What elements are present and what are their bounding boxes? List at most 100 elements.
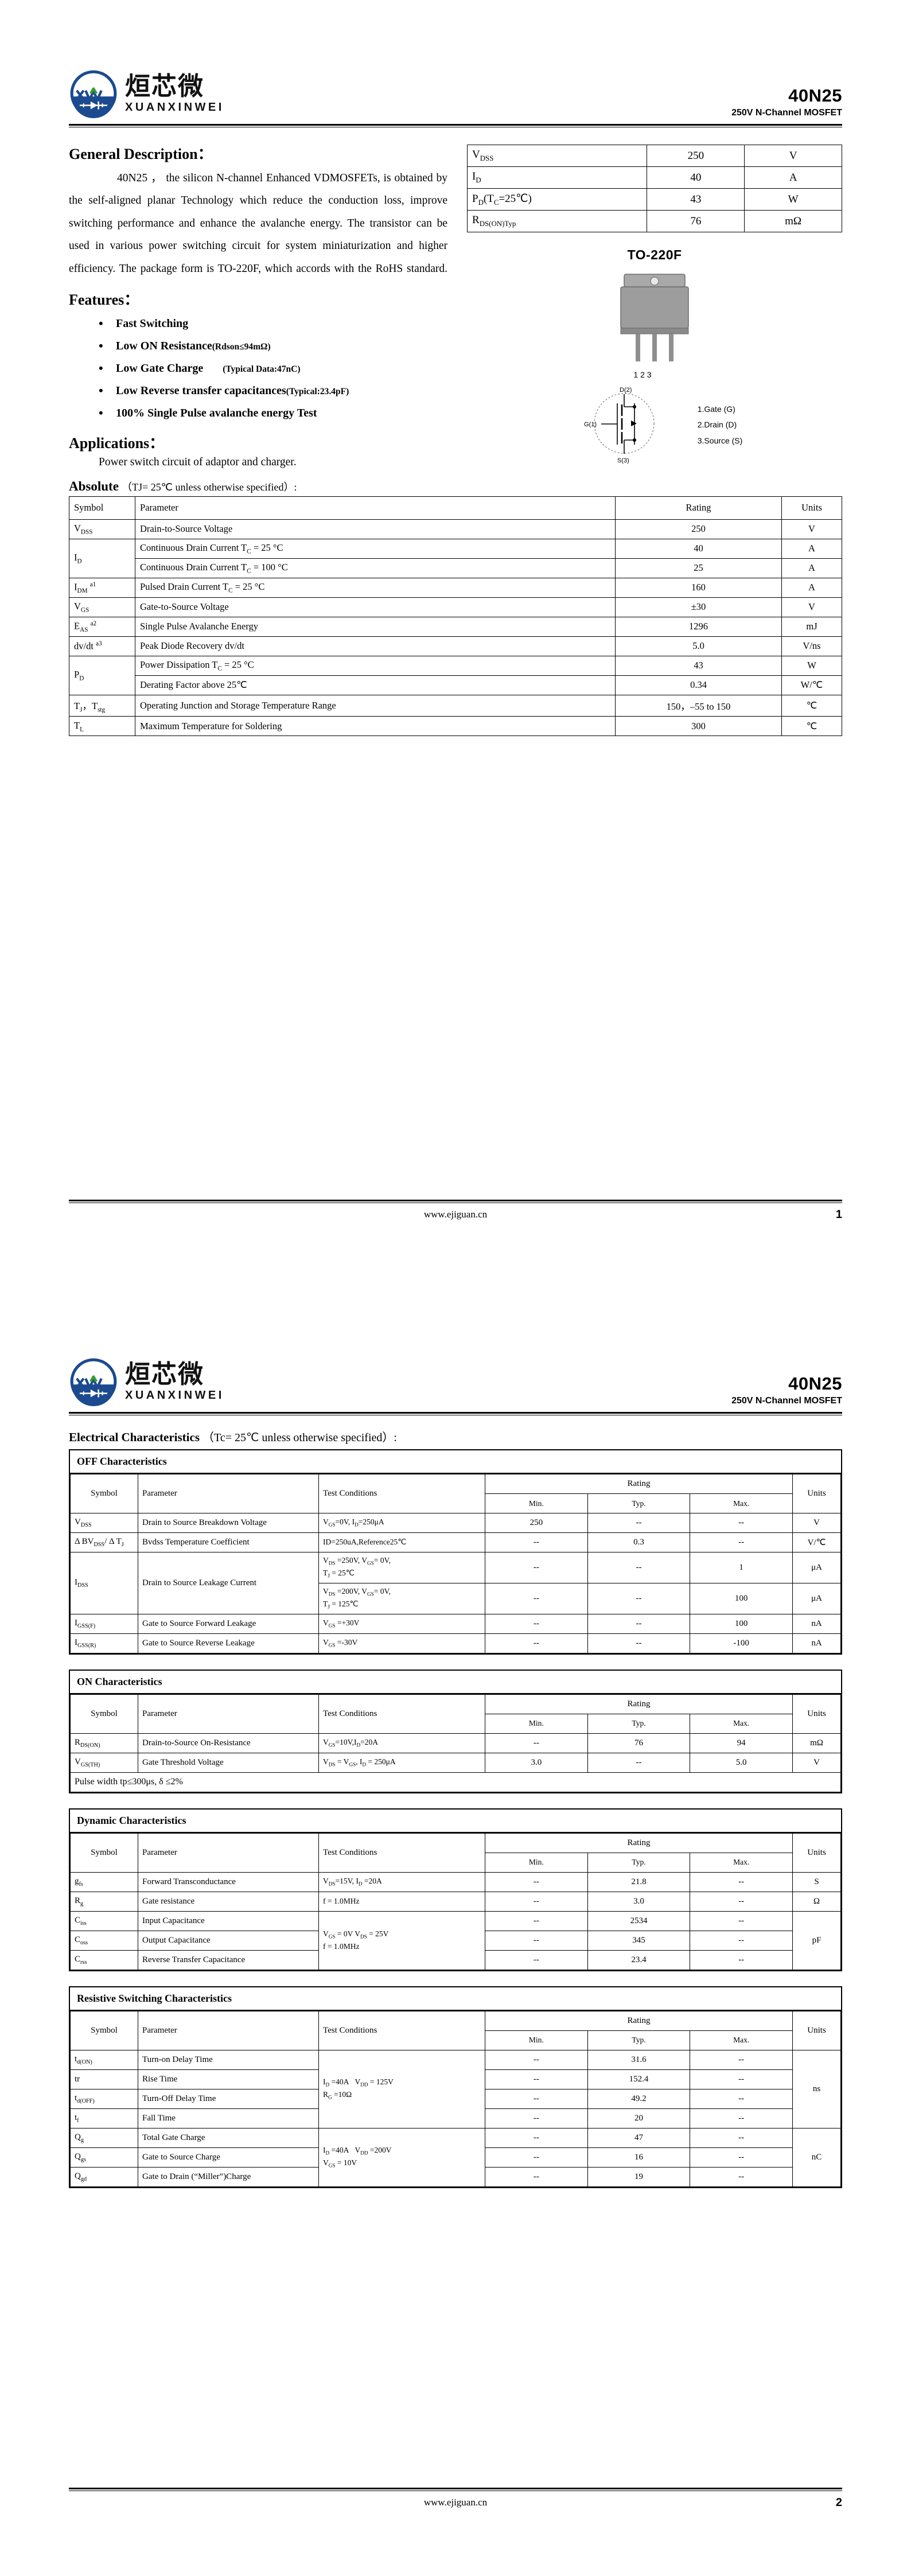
- col-header-symbol: Symbol: [70, 2010, 138, 2050]
- rsw-units-nc: nC: [792, 2127, 841, 2187]
- table-row: VDSS Drain-to-Source Voltage 250 V: [69, 519, 842, 539]
- col-header-rating: Rating: [485, 2010, 793, 2031]
- abs-param-dvdt: Peak Diode Recovery dv/dt: [135, 636, 616, 656]
- abs-units-vdss: V: [781, 519, 842, 539]
- table-row: Derating Factor above 25℃ 0.34 W/℃: [69, 675, 842, 695]
- summary-unit-vdss: V: [744, 145, 842, 167]
- summary-ratings-table: VDSS 250 V ID 40 A PD(TC=25℃) 43 W RDS(O…: [466, 145, 842, 232]
- brand-logo: 烜芯微 XUANXINWEI: [69, 1357, 224, 1406]
- col-header-typ: Typ.: [587, 1852, 691, 1873]
- table-header-subrow: Min. Typ. Max.: [71, 1852, 841, 1873]
- abs-param-tj: Operating Junction and Storage Temperatu…: [135, 694, 616, 717]
- feature-sub-2: (Typical Data:47nC): [223, 364, 301, 374]
- general-description-heading: General Description：: [69, 146, 213, 162]
- abs-symbol-idm: IDM a1: [69, 577, 135, 598]
- rsw-max-tf: --: [690, 2108, 793, 2128]
- table-row: Qgs Gate to Source Charge -- 16 --: [70, 2147, 841, 2168]
- rsw-max-tdoff: --: [690, 2088, 793, 2109]
- feature-main-3: Low Reverse transfer capacitances: [116, 384, 286, 397]
- dyn-units-caps: pF: [792, 1910, 841, 1970]
- off-min-vdss: 250: [485, 1513, 588, 1533]
- table-row: Qg Total Gate Charge ID =40A VDD =200V VG…: [70, 2127, 841, 2187]
- col-header-test-conditions: Test Conditions: [318, 1694, 485, 1734]
- electrical-condition: （Tc= 25℃ unless otherwise specified）:: [203, 1431, 397, 1444]
- abs-units-id-100: A: [781, 558, 842, 578]
- off-max-igssr: -100: [690, 1633, 793, 1653]
- abs-rating-id-100: 25: [615, 558, 782, 578]
- col-header-parameter: Parameter: [138, 1694, 319, 1734]
- rsw-typ-tf: 20: [587, 2108, 691, 2128]
- rsw-max-qgd: --: [690, 2166, 793, 2187]
- table-row: PD Power Dissipation TC = 25 °C 43 W: [69, 655, 842, 695]
- summary-symbol-pd: PD(TC=25℃): [466, 188, 648, 211]
- dyn-test-gfs: VDS=15V, ID =20A: [318, 1871, 485, 1892]
- table-row: gfs Forward Transconductance VDS=15V, ID…: [70, 1871, 841, 1892]
- dyn-max-crss: --: [690, 1949, 793, 1970]
- feature-main-4: 100% Single Pulse avalanche energy Test: [116, 406, 317, 419]
- feature-item-1: Low ON Resistance(Rdson≤94mΩ): [99, 334, 447, 359]
- feature-item-3: Low Reverse transfer capacitances(Typica…: [99, 379, 447, 403]
- feature-sub-1: (Rdson≤94mΩ): [212, 341, 271, 352]
- features-list: Fast Switching Low ON Resistance(Rdson≤9…: [69, 312, 447, 426]
- on-test-vgsth: VDS = VGS, ID = 250μA: [318, 1752, 485, 1773]
- rsw-max-qg: --: [690, 2127, 793, 2148]
- dyn-symbol-coss: Coss: [70, 1930, 138, 1951]
- applications-heading: Applications：: [69, 434, 165, 452]
- dyn-typ-rg: 3.0: [587, 1891, 691, 1912]
- part-subtitle: 250V N-Channel MOSFET: [731, 1396, 842, 1406]
- abs-rating-vgs: ±30: [615, 597, 782, 617]
- rsw-min-tf: --: [485, 2108, 588, 2128]
- table-row: Δ BVDSS/ Δ TJ Bvdss Temperature Coeffici…: [70, 1532, 841, 1552]
- dyn-param-crss: Reverse Transfer Capacitance: [138, 1949, 319, 1970]
- dyn-symbol-crss: Crss: [70, 1949, 138, 1970]
- table-row: Ciss Input Capacitance VGS = 0V VDS = 25…: [70, 1910, 841, 1970]
- summary-symbol-id: ID: [466, 166, 648, 189]
- dyn-param-rg: Gate resistance: [138, 1891, 319, 1912]
- dyn-units-gfs: S: [792, 1871, 841, 1892]
- col-header-test-conditions: Test Conditions: [318, 1832, 485, 1873]
- table-row: VGS(TH) Gate Threshold Voltage VDS = VGS…: [70, 1752, 841, 1773]
- off-typ-bvdss-tc: 0.3: [587, 1532, 691, 1552]
- off-symbol-idss: IDSS: [70, 1552, 138, 1614]
- abs-units-eas: mJ: [781, 616, 842, 637]
- abs-rating-derating: 0.34: [615, 675, 782, 695]
- off-typ-igssf: --: [587, 1613, 691, 1634]
- table-row: ID 40 A: [466, 166, 842, 189]
- abs-param-idm: Pulsed Drain Current TC = 25 °C: [135, 577, 616, 598]
- table-header-row: Symbol Parameter Test Conditions Rating …: [70, 1474, 841, 1513]
- abs-units-pd: W: [781, 655, 842, 676]
- header-part-info: 40N25 250V N-Channel MOSFET: [731, 1373, 842, 1406]
- rsw-max-tdon: --: [690, 2049, 793, 2070]
- off-test-vdss: VGS=0V, ID=250μA: [318, 1513, 485, 1533]
- svg-text:S(3): S(3): [617, 457, 629, 464]
- dyn-min-crss: --: [485, 1949, 588, 1970]
- table-row: PD(TC=25℃) 43 W: [466, 188, 842, 211]
- xuanxinwei-logo-icon: [69, 69, 118, 118]
- rsw-min-qg: --: [485, 2127, 588, 2148]
- page-number: 1: [835, 1208, 842, 1221]
- absolute-maximum-ratings-table: Symbol Parameter Rating Units VDSS Drain…: [69, 496, 842, 737]
- col-header-min: Min.: [485, 2030, 588, 2050]
- dyn-symbol-ciss: Ciss: [70, 1910, 138, 1931]
- dyn-min-gfs: --: [485, 1871, 588, 1892]
- table-header-subrow: Min. Typ. Max.: [71, 2030, 841, 2050]
- rsw-min-tdoff: --: [485, 2088, 588, 2109]
- rsw-typ-tr: 152.4: [587, 2069, 691, 2089]
- rsw-typ-qgs: 16: [587, 2147, 691, 2168]
- table-row: Crss Reverse Transfer Capacitance -- 23.…: [70, 1949, 841, 1970]
- resistive-switching-table: Symbol Parameter Test Conditions Rating …: [70, 2010, 841, 2187]
- dyn-typ-crss: 23.4: [587, 1949, 691, 1970]
- header-part-info: 40N25 250V N-Channel MOSFET: [731, 85, 842, 118]
- part-number: 40N25: [788, 1373, 842, 1394]
- rsw-param-qgs: Gate to Source Charge: [138, 2147, 319, 2168]
- dyn-max-ciss: --: [690, 1910, 793, 1931]
- col-header-units: Units: [781, 496, 842, 520]
- on-min-vgsth: 3.0: [485, 1752, 588, 1773]
- footer-divider: [69, 2488, 842, 2489]
- on-test-rdson: VGS=10V,ID=20A: [318, 1733, 485, 1753]
- rsw-symbol-qgs: Qgs: [70, 2147, 138, 2168]
- table-row: RDS(ON) Drain-to-Source On-Resistance VG…: [70, 1733, 841, 1753]
- off-min-bvdss-tc: --: [485, 1532, 588, 1552]
- rsw-units-ns: ns: [792, 2049, 841, 2128]
- col-header-parameter: Parameter: [138, 1832, 319, 1873]
